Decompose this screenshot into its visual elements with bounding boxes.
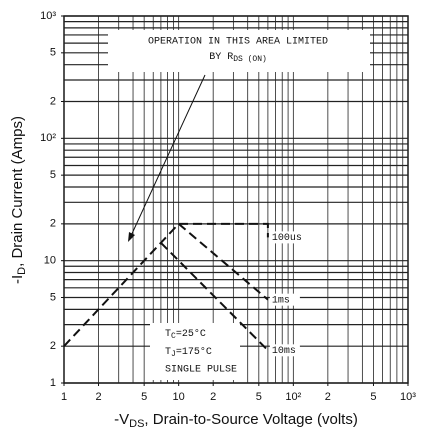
label-bg (269, 293, 300, 306)
annotation: =25°C (176, 328, 206, 340)
series-label: 10ms (272, 346, 296, 357)
soa-line (160, 242, 269, 352)
x-tick-label: 5 (256, 391, 262, 403)
annotation-bg (150, 323, 240, 380)
annotation: TJ=175°C (165, 346, 212, 359)
annotation: TC=25°C (165, 328, 206, 341)
x-axis-label: DS (129, 418, 144, 430)
y-axis-label: , Drain Current (Amps) (9, 116, 26, 267)
series-label: 1ms (272, 295, 290, 306)
annotation: DS (ON) (233, 55, 267, 64)
x-tick-label: 5 (141, 391, 147, 403)
y-tick-label: 5 (50, 47, 56, 59)
y-tick-label: 5 (50, 291, 56, 303)
x-axis-label: -V (114, 411, 129, 428)
annotation: T (165, 347, 171, 358)
annotation: SINGLE PULSE (165, 365, 237, 376)
series-label: 100us (272, 233, 302, 244)
annotation: T (165, 329, 171, 340)
annotation: BY RDS (ON) (209, 52, 267, 64)
y-tick-label: 2 (50, 95, 56, 107)
annotation: BY R (209, 52, 233, 63)
y-tick-label: 1 (50, 377, 56, 389)
y-axis-label: -ID, Drain Current (Amps) (9, 116, 28, 284)
y-tick-label: 10³ (40, 10, 56, 22)
y-axis-label: D (16, 267, 28, 275)
x-tick-label: 2 (95, 391, 101, 403)
y-tick-label: 10 (44, 255, 56, 267)
y-axis-label: -I (9, 275, 26, 284)
arrow (129, 74, 206, 239)
annotation: =175°C (176, 346, 212, 358)
x-tick-label: 10² (285, 391, 301, 403)
x-axis-label: -VDS, Drain-to-Source Voltage (volts) (114, 411, 358, 430)
y-tick-label: 5 (50, 169, 56, 181)
x-axis-label: , Drain-to-Source Voltage (volts) (144, 411, 357, 428)
annotation: OPERATION IN THIS AREA LIMITED (148, 37, 328, 48)
label-bg (269, 344, 300, 357)
x-tick-label: 2 (325, 391, 331, 403)
y-tick-label: 2 (50, 218, 56, 230)
annotation-bg (108, 30, 370, 72)
soa-line (63, 222, 269, 347)
y-tick-label: 10² (40, 132, 56, 144)
soa-line (178, 223, 269, 301)
annotation: C (171, 332, 176, 341)
x-tick-label: 5 (370, 391, 376, 403)
y-tick-label: 2 (50, 340, 56, 352)
arrow-head (128, 232, 135, 242)
x-tick-label: 2 (210, 391, 216, 403)
label-bg (269, 231, 300, 244)
annotation: J (171, 350, 176, 359)
x-tick-label: 10 (173, 391, 185, 403)
x-tick-label: 10³ (400, 391, 416, 403)
x-tick-label: 1 (61, 391, 67, 403)
